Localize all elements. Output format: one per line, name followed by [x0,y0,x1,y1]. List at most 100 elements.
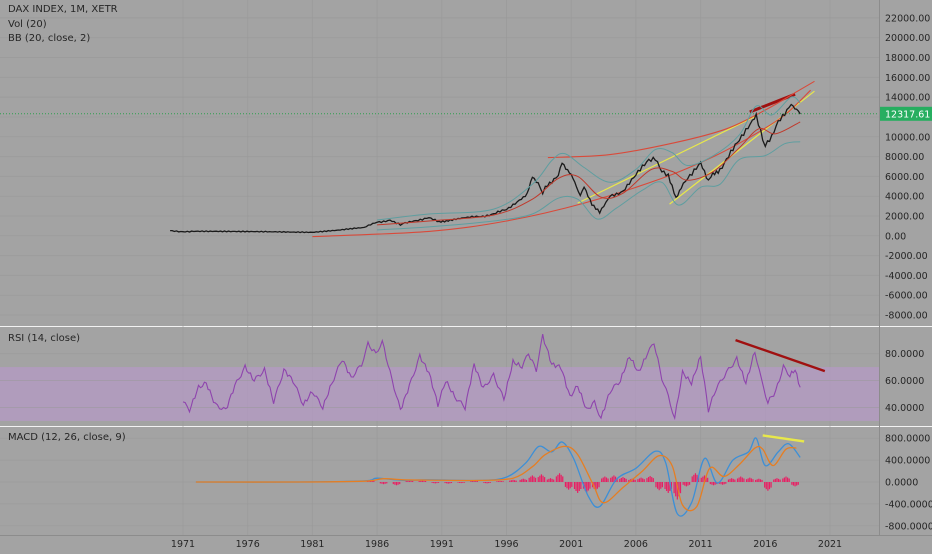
macd-histogram-bar [758,478,760,482]
price-tick-label: 10000.00 [885,132,930,143]
macd-histogram-bar [537,477,539,482]
macd-histogram-bar [484,482,487,484]
indicator-bb-label: BB (20, close, 2) [8,33,91,44]
price-tick-label: 2000.00 [885,212,924,223]
price-tick-label: -4000.00 [885,271,928,282]
macd-histogram-bar [596,482,598,489]
macd-histogram-bar [569,482,571,489]
macd-histogram-bar [727,479,730,482]
rsi-panel-title: RSI (14, close) [8,333,81,344]
macd-tick-label: 800.0000 [885,434,930,445]
macd-histogram-bar [634,479,636,482]
macd-histogram-bar [533,476,535,482]
price-tick-label: 4000.00 [885,192,924,203]
macd-histogram-bar [598,482,600,488]
macd-histogram-bar [616,477,618,482]
bb-band-line [377,96,801,221]
macd-histogram-bar [555,476,557,482]
macd-histogram-bar [729,478,731,482]
macd-histogram-bar [777,478,780,482]
x-tick-label: 2021 [818,539,842,550]
macd-histogram-bar [524,479,526,482]
macd-histogram-bar [607,478,609,482]
macd-histogram-bar [622,477,624,482]
macd-histogram-bar [649,475,651,482]
macd-histogram-bar [687,482,689,486]
macd-histogram-bar [410,480,412,482]
macd-histogram-bar [601,478,603,482]
macd-tick-label: -400.0000 [885,499,932,510]
macd-histogram-bar [551,478,553,482]
macd-histogram-bar [676,482,678,500]
macd-histogram-bar [433,482,435,484]
macd-histogram-bar [610,477,612,482]
macd-histogram-bar [463,482,466,483]
macd-histogram-bar [488,482,490,484]
macd-tick-label: -800.0000 [885,521,932,532]
rsi-band [0,367,879,421]
macd-tick-label: 400.0000 [885,456,930,467]
macd-histogram-bar [457,482,459,483]
macd-histogram-bar [544,477,546,482]
macd-panel-title: MACD (12, 26, close, 9) [8,432,126,443]
macd-histogram-bar [534,477,537,482]
macd-histogram-bar [496,481,498,482]
macd-histogram-bar [525,479,528,482]
macd-histogram-bar [512,479,514,482]
price-tick-label: 14000.00 [885,93,930,104]
macd-histogram-bar [614,476,617,482]
macd-histogram-bar [395,482,398,486]
macd-histogram-bar [392,482,394,485]
bb-band-line [377,141,801,231]
macd-histogram-bar [707,477,709,482]
macd-histogram-bar [539,475,541,482]
macd-histogram-bar [558,473,561,482]
macd-histogram-bar [765,482,767,490]
macd-histogram-bar [709,482,711,485]
macd-histogram-bar [613,475,615,482]
macd-histogram-bar [384,482,386,484]
macd-histogram-bar [718,482,720,484]
macd-histogram-bar [471,480,474,482]
macd-histogram-bar [446,482,448,484]
bb-basis-line [377,121,801,226]
macd-histogram-bar [788,478,790,482]
macd-histogram-bar [756,479,758,482]
macd-histogram-bar [723,482,725,485]
macd-histogram-bar [796,482,798,486]
macd-histogram-bar [714,482,716,485]
macd-histogram-bar [694,473,697,482]
macd-histogram-bar [678,482,680,497]
macd-histogram-bar [587,482,589,491]
macd-histogram-bar [434,482,436,484]
macd-histogram-bar [667,482,669,493]
price-tick-label: 22000.00 [885,13,930,24]
macd-histogram-bar [619,478,621,482]
macd-histogram-bar [633,479,635,482]
macd-histogram-bar [475,480,477,482]
macd-histogram-bar [743,478,745,482]
macd-histogram-bar [688,482,691,485]
macd-histogram-bar [696,474,698,482]
price-tick-label: 0.00 [885,231,906,242]
x-tick-label: 1986 [365,539,389,550]
price-tick-label: 16000.00 [885,73,930,84]
macd-histogram-bar [720,482,722,485]
last-price-label: 12317.61 [885,109,930,120]
macd-histogram-bar [734,479,736,482]
macd-histogram-bar [679,482,682,494]
macd-histogram-bar [752,479,754,482]
macd-histogram-bar [399,482,401,485]
x-tick-label: 2006 [624,539,648,550]
macd-histogram-bar [698,476,700,482]
macd-histogram-bar [431,482,433,483]
arc-curve [312,89,811,238]
macd-histogram-bar [638,478,641,482]
rsi-tick-label: 60.0000 [885,376,924,387]
macd-histogram-bar [379,482,381,484]
macd-histogram-bar [684,482,686,486]
macd-histogram-bar [489,482,491,483]
macd-histogram-bar [745,479,748,482]
macd-histogram-bar [476,480,478,482]
